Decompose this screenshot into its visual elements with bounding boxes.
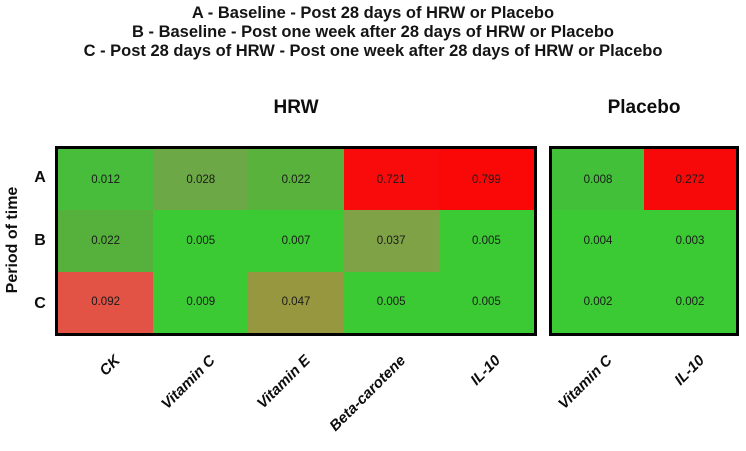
heatmap-cell: 0.028	[153, 149, 249, 211]
y-axis-title: Period of time	[4, 186, 21, 294]
heatmap-panel-1: 0.008 0.272 0.004 0.003 0.002 0.002	[549, 146, 739, 336]
heatmap-cell: 0.012	[58, 149, 154, 211]
x-axis-label: CK	[96, 352, 124, 380]
x-axis-label: Vitamin C	[158, 352, 219, 413]
x-axis-label: Vitamin E	[254, 352, 315, 412]
caption-line-a: A - Baseline - Post 28 days of HRW or Pl…	[191, 4, 555, 22]
heatmap-cell: 0.005	[153, 210, 249, 272]
heatmap-cell: 0.721	[343, 149, 439, 211]
x-axis-label: Vitamin C	[555, 352, 617, 413]
caption-line-c: C - Post 28 days of HRW - Post one week …	[83, 42, 663, 60]
caption-line-b: B - Baseline - Post one week after 28 da…	[131, 23, 614, 41]
heatmap-cell: 0.272	[644, 149, 736, 211]
heatmap-cell: 0.047	[248, 271, 344, 333]
x-axis-label: Beta-carotene	[326, 352, 410, 435]
heatmap-cell: 0.092	[58, 271, 154, 333]
row-label: B	[34, 231, 46, 249]
row-label: C	[34, 295, 46, 313]
x-axis-label: IL-10	[671, 352, 709, 389]
heatmap-cell: 0.022	[58, 210, 154, 272]
heatmap-cell: 0.002	[644, 271, 736, 333]
heatmap-cell: 0.005	[438, 210, 534, 272]
heatmap-cell: 0.003	[644, 210, 736, 272]
heatmap-cell: 0.037	[343, 210, 439, 272]
figure-caption: A - Baseline - Post 28 days of HRW or Pl…	[0, 4, 746, 61]
heatmap-cell: 0.799	[438, 149, 534, 211]
heatmap-cell: 0.002	[552, 271, 644, 333]
row-label: A	[34, 168, 46, 186]
heatmap-cell: 0.007	[248, 210, 344, 272]
heatmap-cell: 0.004	[552, 210, 644, 272]
x-axis-label: IL-10	[467, 352, 505, 389]
panel-title-placebo: Placebo	[607, 97, 681, 118]
heatmap-panel-0: 0.012 0.028 0.022 0.721 0.799 0.022 0.005 0.007…	[55, 146, 537, 336]
heatmap-cell: 0.009	[153, 271, 249, 333]
heatmap-cell: 0.022	[248, 149, 344, 211]
heatmap-cell: 0.005	[438, 271, 534, 333]
row-labels: A B C	[28, 146, 52, 336]
panel-title-hrw: HRW	[273, 97, 319, 118]
heatmap-cell: 0.008	[552, 149, 644, 211]
heatmap-cell: 0.005	[343, 271, 439, 333]
